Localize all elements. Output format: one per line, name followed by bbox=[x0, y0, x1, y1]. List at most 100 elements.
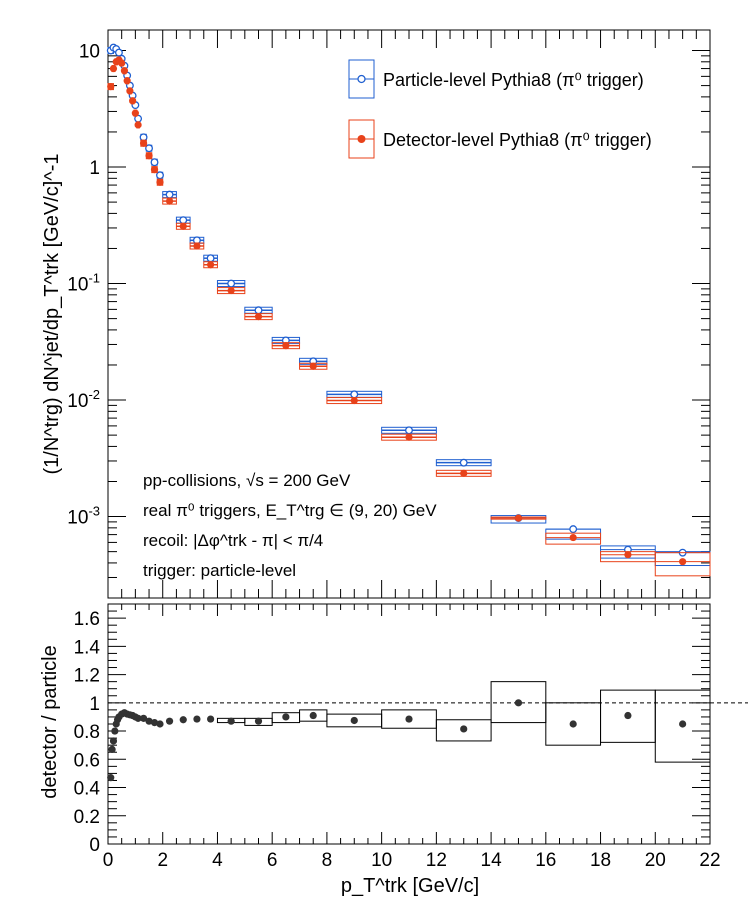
data-point bbox=[139, 139, 148, 147]
legend: Particle-level Pythia8 (π⁰ trigger) Dete… bbox=[348, 59, 652, 159]
x-tick-label: 2 bbox=[157, 850, 168, 871]
systematic-box bbox=[654, 552, 711, 577]
bottom-data-marks bbox=[107, 681, 711, 782]
annotation-trigger-level: trigger: particle-level bbox=[143, 561, 296, 580]
data-point bbox=[569, 533, 577, 542]
data-point bbox=[569, 525, 578, 534]
top-data-marks bbox=[106, 43, 711, 577]
ratio-point bbox=[165, 717, 174, 725]
data-point bbox=[350, 396, 358, 405]
x-tick-label: 10 bbox=[371, 850, 392, 871]
legend-label-detector: Detector-level Pythia8 (π⁰ trigger) bbox=[383, 130, 652, 150]
ratio-uncertainty-box bbox=[490, 681, 547, 724]
ratio-point bbox=[309, 711, 317, 720]
data-point bbox=[679, 558, 687, 566]
ratio-point bbox=[514, 699, 523, 707]
x-tick-label: 22 bbox=[699, 850, 720, 871]
data-point bbox=[460, 469, 468, 477]
ratio-point bbox=[679, 720, 687, 728]
bottom-y-tick-label: 1.2 bbox=[74, 666, 100, 687]
bottom-y-axis-title: detector / particle bbox=[39, 645, 61, 798]
x-tick-label: 0 bbox=[103, 850, 114, 871]
annotation-recoil: recoil: |Δφ^trk - π| < π/4 bbox=[143, 531, 323, 550]
data-point bbox=[254, 306, 263, 315]
data-point bbox=[129, 97, 137, 105]
data-point bbox=[150, 158, 159, 167]
data-point bbox=[193, 242, 201, 250]
ratio-point bbox=[624, 711, 632, 720]
ratio-point bbox=[207, 715, 215, 723]
data-point bbox=[624, 551, 632, 559]
x-tick-label: 18 bbox=[590, 850, 611, 871]
ratio-uncertainty-box bbox=[381, 709, 437, 729]
ratio-point bbox=[460, 725, 468, 733]
legend-marker-detector bbox=[357, 135, 366, 143]
ratio-point bbox=[107, 774, 115, 782]
ratio-point bbox=[227, 717, 235, 725]
x-tick-label: 16 bbox=[535, 850, 556, 871]
bottom-y-tick-label: 0.4 bbox=[74, 779, 101, 800]
data-point bbox=[282, 342, 290, 350]
top-y-tick-label: 10-2 bbox=[67, 387, 100, 412]
data-point bbox=[150, 166, 159, 174]
ratio-point bbox=[282, 713, 290, 721]
data-point bbox=[126, 87, 134, 95]
bottom-y-tick-label: 1.6 bbox=[74, 609, 100, 630]
x-tick-label: 6 bbox=[267, 850, 278, 871]
legend-entry-particle: Particle-level Pythia8 (π⁰ trigger) bbox=[348, 59, 644, 99]
x-tick-label: 20 bbox=[645, 850, 666, 871]
data-point bbox=[139, 133, 148, 142]
data-point bbox=[123, 77, 131, 85]
series-detector-level bbox=[107, 56, 711, 577]
ratio-point bbox=[109, 737, 118, 745]
data-point bbox=[179, 216, 188, 225]
ratio-uncertainty-box bbox=[435, 719, 492, 742]
legend-entry-detector: Detector-level Pythia8 (π⁰ trigger) bbox=[348, 119, 652, 159]
data-point bbox=[145, 144, 153, 153]
data-point bbox=[227, 279, 236, 288]
ratio-point bbox=[145, 717, 153, 725]
top-y-tick-label: 10-1 bbox=[67, 271, 100, 296]
data-point bbox=[114, 48, 123, 57]
annotations: pp-collisions, √s = 200 GeV real π⁰ trig… bbox=[143, 471, 437, 580]
bottom-y-tick-label: 0.2 bbox=[74, 807, 100, 828]
data-point bbox=[109, 64, 118, 73]
ratio-uncertainty-box bbox=[654, 689, 711, 763]
legend-marker-particle bbox=[357, 74, 366, 84]
data-point bbox=[156, 171, 164, 180]
data-point bbox=[118, 59, 126, 67]
data-point bbox=[156, 178, 164, 186]
data-point bbox=[179, 222, 187, 230]
ratio-point bbox=[405, 715, 413, 723]
bottom-panel-frame bbox=[107, 603, 711, 845]
annotation-collisions: pp-collisions, √s = 200 GeV bbox=[143, 471, 351, 490]
data-point bbox=[207, 261, 215, 269]
annotation-triggers: real π⁰ triggers, E_T^trg ∈ (9, 20) GeV bbox=[143, 501, 437, 520]
data-point bbox=[227, 286, 235, 295]
data-point bbox=[459, 458, 468, 467]
top-axes: 10-3 10-2 10-1 1 10 bbox=[67, 30, 711, 599]
series-ratio bbox=[107, 681, 711, 782]
x-tick-label: 8 bbox=[322, 850, 333, 871]
top-y-axis-title: (1/N^trg) dN^jet/dp_T^trk [GeV/c]^-1 bbox=[41, 154, 63, 475]
ratio-point bbox=[254, 717, 263, 725]
x-tick-label: 14 bbox=[481, 850, 503, 871]
data-point bbox=[120, 67, 129, 75]
data-point bbox=[165, 190, 174, 199]
ratio-point bbox=[156, 720, 164, 728]
bottom-y-tick-label: 0 bbox=[89, 835, 100, 856]
data-point bbox=[350, 390, 359, 399]
systematic-box bbox=[545, 532, 602, 545]
top-y-tick-label: 10-3 bbox=[67, 504, 100, 529]
bottom-y-tick-label: 1.4 bbox=[74, 637, 101, 658]
bottom-y-tick-label: 0.6 bbox=[74, 750, 100, 771]
x-tick-label: 12 bbox=[426, 850, 447, 871]
ratio-point bbox=[179, 716, 187, 724]
bottom-axes: 0 2 4 6 8 10 12 14 16 18 20 22 0 0.2 0.4 0.6 0.8 1 1.2 1.4 1… bbox=[74, 603, 748, 871]
data-point bbox=[131, 109, 139, 117]
x-axis-title: p_T^trk [GeV/c] bbox=[341, 875, 479, 897]
ratio-point bbox=[350, 716, 358, 725]
data-point bbox=[514, 514, 523, 522]
bottom-y-tick-label: 1 bbox=[89, 694, 100, 715]
data-point bbox=[134, 121, 142, 129]
